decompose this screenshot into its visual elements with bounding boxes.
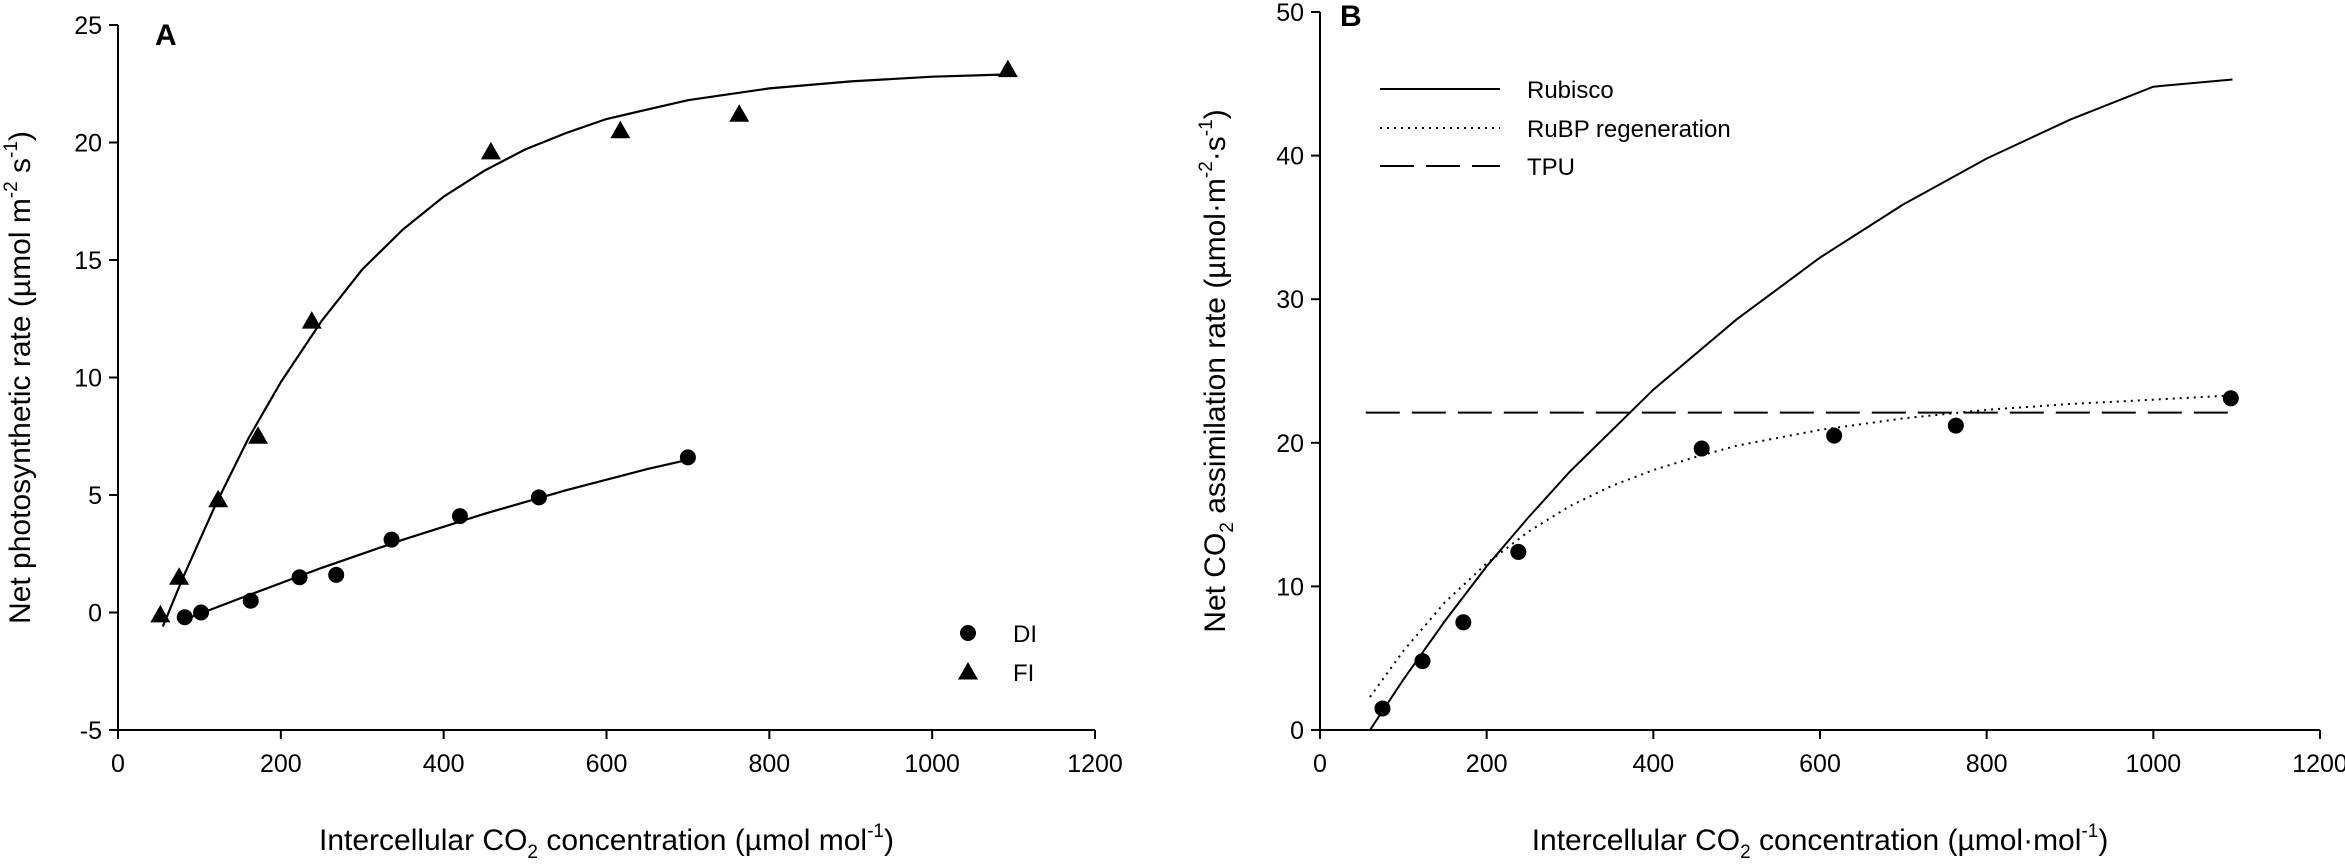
y-tick-label: 10 (1276, 573, 1304, 601)
data-point-di (530, 489, 547, 506)
x-tick-label: 200 (260, 750, 302, 778)
panel-b-letter: B (1340, 0, 1362, 33)
x-tick-label: 200 (1466, 750, 1508, 778)
data-point-di (383, 531, 400, 548)
x-tick-label: 1000 (904, 750, 960, 778)
y-label-superscript: -2 (1, 181, 22, 198)
data-point-measured (1693, 440, 1710, 457)
x-tick-label: 600 (586, 750, 628, 778)
y-axis-label: Net photosynthetic rate (µmol m-2 s-1) (1, 131, 37, 624)
x-tick-label: 600 (1799, 750, 1841, 778)
legend-label-rubisco: Rubisco (1527, 77, 1614, 104)
legend-label-rubp-regeneration: RuBP regeneration (1527, 116, 1731, 143)
legend-label-tpu: TPU (1527, 154, 1575, 181)
data-point-fi (208, 489, 229, 508)
y-axis-label: Net CO2 assimilation rate (µmol·m-2·s-1) (1196, 109, 1238, 632)
y-label-text: Net photosynthetic rate (µmol m (4, 198, 37, 624)
y-tick-label: 0 (88, 600, 102, 628)
data-point-di (193, 604, 210, 621)
legend-marker-fi (958, 662, 978, 680)
legend-label-fi: FI (1013, 660, 1034, 687)
x-tick-label: 0 (1313, 750, 1327, 778)
model-line-rubisco (1369, 78, 2233, 731)
fit-line-di (184, 458, 689, 621)
fit-line-fi (161, 73, 1010, 628)
data-point-di (242, 592, 259, 609)
y-label-superscript: -1 (1196, 119, 1217, 136)
y-tick-label: 20 (1276, 430, 1304, 458)
data-point-fi (729, 104, 750, 122)
x-tick-label: 1200 (1067, 750, 1123, 778)
y-tick-label: 50 (1276, 0, 1304, 27)
x-label-text: Intercellular CO (319, 824, 527, 857)
x-label-superscript: -1 (867, 821, 884, 842)
data-point-di (451, 508, 468, 525)
data-point-di (176, 609, 193, 626)
y-tick-label: -5 (80, 717, 102, 745)
x-tick-label: 400 (423, 750, 465, 778)
panel-a-letter: A (155, 19, 177, 52)
x-label-text: ) (884, 824, 894, 857)
data-point-di (679, 449, 696, 466)
y-label-text: ) (1199, 109, 1232, 119)
y-label-superscript: -2 (1196, 161, 1217, 178)
x-tick-label: 0 (111, 750, 125, 778)
x-label-subscript: 2 (1740, 842, 1751, 863)
data-point-measured (1947, 417, 1964, 434)
x-tick-label: 800 (748, 750, 790, 778)
y-tick-label: 20 (74, 130, 102, 158)
data-point-measured (2222, 390, 2239, 407)
x-tick-label: 1200 (2292, 750, 2345, 778)
y-label-text: ) (4, 131, 37, 141)
y-label-text: s (4, 158, 37, 181)
y-label-text: Net CO (1199, 533, 1232, 633)
x-label-text: Intercellular CO (1532, 824, 1740, 857)
y-tick-label: 40 (1276, 143, 1304, 171)
y-label-text: assimilation rate (µmol·m (1199, 178, 1232, 522)
data-point-fi (301, 311, 322, 329)
y-tick-label: 15 (74, 247, 102, 275)
x-tick-label: 800 (1966, 750, 2008, 778)
data-point-fi (610, 120, 631, 139)
panel-a: A 0 200 400 600 800 1000 1200 -5 0 5 10 15 20 25 Inter… (1, 12, 1123, 863)
data-point-fi (150, 604, 171, 623)
x-label-text: concentration (µmol mol (538, 824, 867, 857)
data-point-fi (248, 426, 269, 444)
data-point-fi (169, 567, 190, 585)
y-label-text: ·s (1199, 136, 1232, 161)
data-point-measured (1414, 653, 1431, 670)
data-point-measured (1510, 543, 1527, 560)
y-tick-label: 0 (1290, 717, 1304, 745)
y-tick-label: 10 (74, 365, 102, 393)
x-tick-label: 1000 (2126, 750, 2182, 778)
panel-b: B 0 200 400 600 800 1000 1200 0 10 20 30 40 50 Interc… (1196, 0, 2345, 863)
legend-marker-di (960, 625, 976, 641)
data-point-fi (997, 59, 1018, 78)
x-label-text: concentration (µmol·mol (1751, 824, 2082, 857)
x-label-subscript: 2 (527, 842, 538, 863)
data-point-measured (1455, 614, 1472, 631)
y-tick-label: 25 (74, 12, 102, 40)
y-label-subscript: 2 (1217, 522, 1238, 533)
legend-label-di: DI (1013, 621, 1037, 648)
y-tick-label: 30 (1276, 286, 1304, 314)
x-label-superscript: -1 (2081, 821, 2098, 842)
x-tick-label: 400 (1632, 750, 1674, 778)
x-axis-label: Intercellular CO2 concentration (µmol·mo… (1532, 821, 2109, 863)
model-line-rubp-regeneration (1369, 394, 2233, 698)
data-point-di (328, 566, 345, 583)
data-point-di (291, 569, 308, 586)
data-point-measured (1826, 427, 1843, 444)
x-axis-label: Intercellular CO2 concentration (µmol mo… (319, 821, 894, 863)
x-label-text: ) (2098, 824, 2108, 857)
data-point-measured (1374, 700, 1391, 717)
data-point-fi (480, 141, 501, 160)
y-tick-label: 5 (88, 482, 102, 510)
y-label-superscript: -1 (1, 141, 22, 158)
